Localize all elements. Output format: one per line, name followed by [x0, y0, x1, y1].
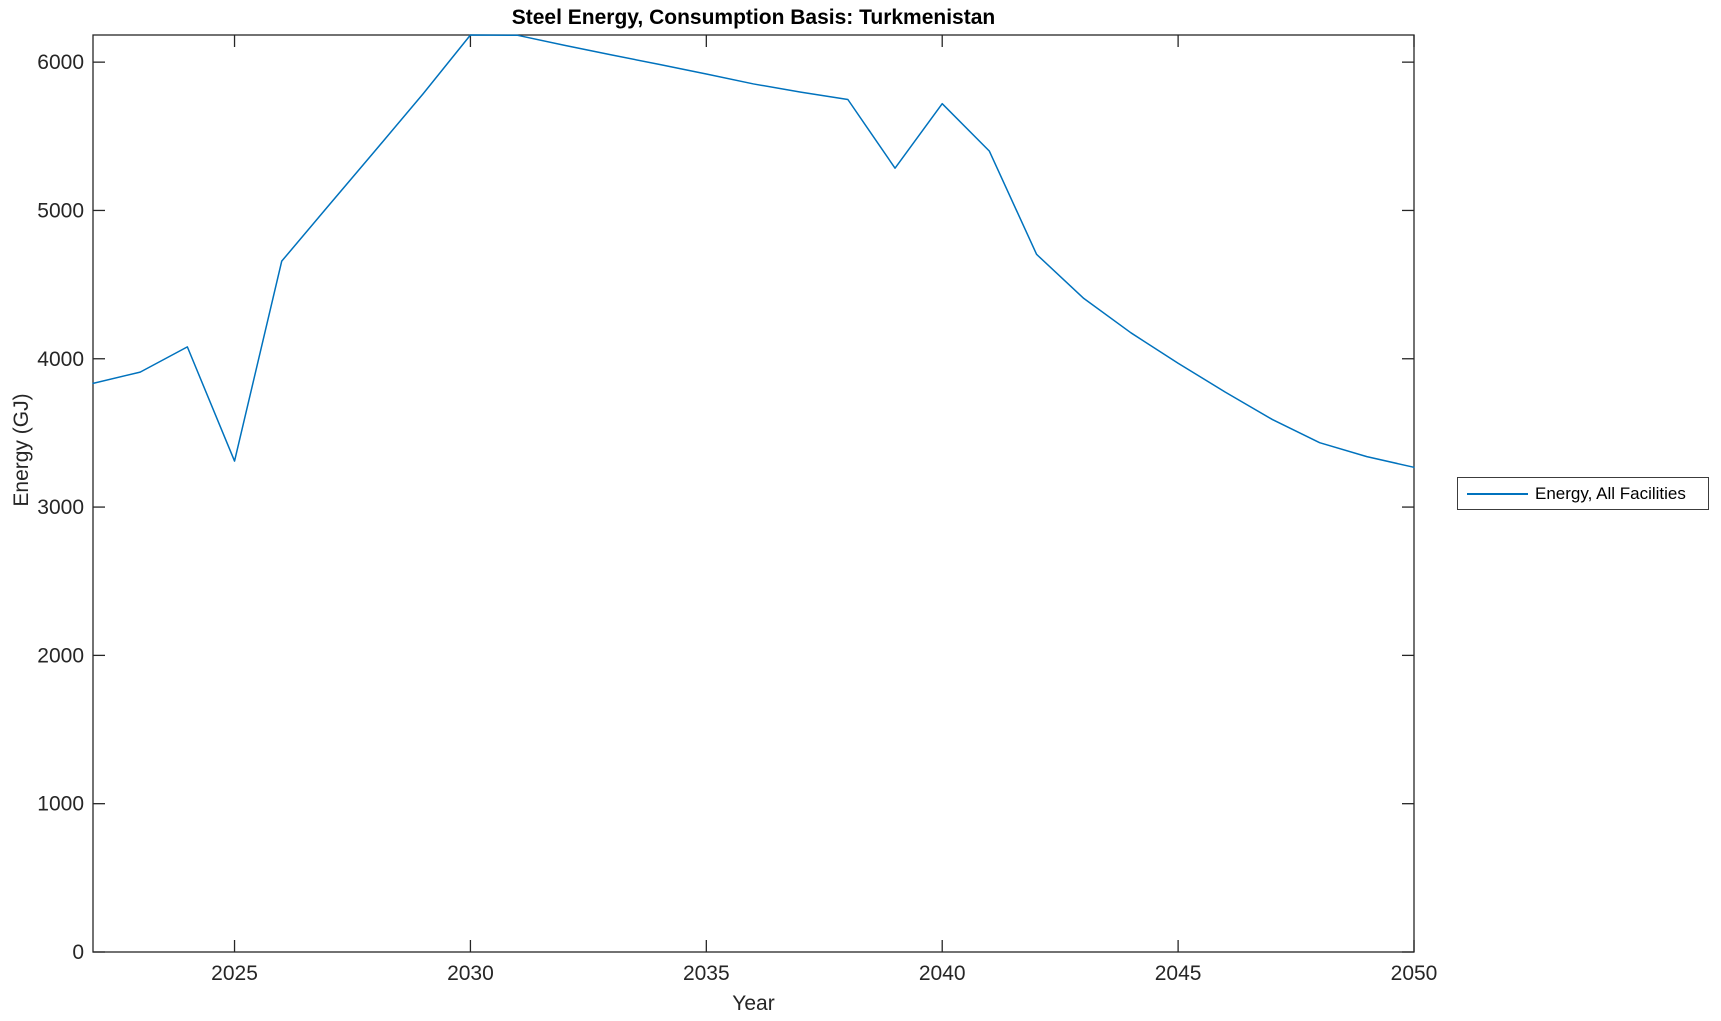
y-tick-label: 5000	[37, 199, 84, 222]
x-tick-label: 2050	[1391, 962, 1438, 985]
x-tick-label: 2030	[447, 962, 494, 985]
legend-label: Energy, All Facilities	[1535, 483, 1686, 503]
chart-title: Steel Energy, Consumption Basis: Turkmen…	[511, 6, 996, 29]
y-tick-label: 2000	[37, 644, 84, 667]
y-tick-label: 1000	[37, 793, 84, 816]
y-tick-label: 6000	[37, 51, 84, 74]
x-tick-label: 2035	[683, 962, 730, 985]
y-tick-label: 3000	[37, 496, 84, 519]
y-axis-label: Energy (GJ)	[10, 393, 33, 507]
x-tick-label: 2025	[211, 962, 258, 985]
x-axis-label: Year	[732, 992, 775, 1015]
data-line	[92, 34, 1415, 469]
y-tick-label: 0	[72, 941, 84, 964]
x-tick-label: 2040	[919, 962, 966, 985]
axes-box	[92, 34, 1415, 953]
legend-line-sample	[1467, 492, 1528, 495]
legend: Energy, All Facilities	[1457, 477, 1709, 510]
y-tick-label: 4000	[37, 348, 84, 371]
x-tick-label: 2045	[1155, 962, 1202, 985]
